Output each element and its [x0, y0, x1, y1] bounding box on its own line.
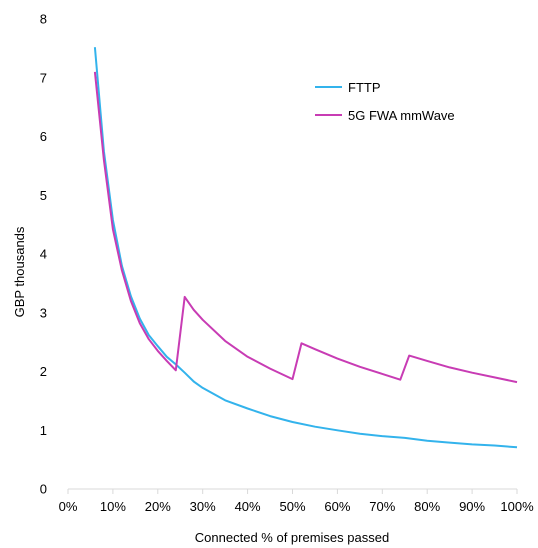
series-lines	[93, 47, 518, 449]
y-tick-label: 1	[40, 423, 47, 438]
y-tick-labels: 0 1 2 3 4 5 6 7 8	[40, 12, 47, 497]
x-tick-label: 50%	[279, 499, 305, 514]
x-tick-label: 20%	[145, 499, 171, 514]
series-line-5g-fwa-mmwave	[93, 71, 518, 384]
y-tick-label: 0	[40, 482, 47, 497]
x-tick-marks	[67, 489, 518, 494]
x-tick-label: 90%	[459, 499, 485, 514]
x-axis-title: Connected % of premises passed	[195, 530, 389, 545]
x-tick-label: 40%	[235, 499, 261, 514]
y-axis-title: GBP thousands	[12, 226, 27, 317]
y-axis-title-group: GBP thousands	[12, 226, 27, 317]
x-tick-labels: 0% 10% 20% 30% 40% 50% 60% 70% 80% 90% 100%	[59, 499, 534, 514]
legend-label-5g-fwa-mmwave: 5G FWA mmWave	[348, 108, 455, 123]
x-tick-label: 0%	[59, 499, 78, 514]
x-tick-label: 100%	[500, 499, 534, 514]
x-tick-label: 60%	[324, 499, 350, 514]
legend: FTTP 5G FWA mmWave	[315, 80, 455, 123]
x-tick-label: 80%	[414, 499, 440, 514]
y-tick-label: 5	[40, 188, 47, 203]
x-tick-label: 10%	[100, 499, 126, 514]
y-tick-label: 2	[40, 364, 47, 379]
series-line-fttp	[93, 47, 518, 449]
y-tick-label: 8	[40, 12, 47, 27]
x-tick-label: 30%	[190, 499, 216, 514]
y-tick-label: 3	[40, 305, 47, 320]
y-tick-label: 7	[40, 70, 47, 85]
legend-label-fttp: FTTP	[348, 80, 381, 95]
y-tick-label: 6	[40, 129, 47, 144]
y-tick-label: 4	[40, 247, 47, 262]
x-tick-label: 70%	[369, 499, 395, 514]
